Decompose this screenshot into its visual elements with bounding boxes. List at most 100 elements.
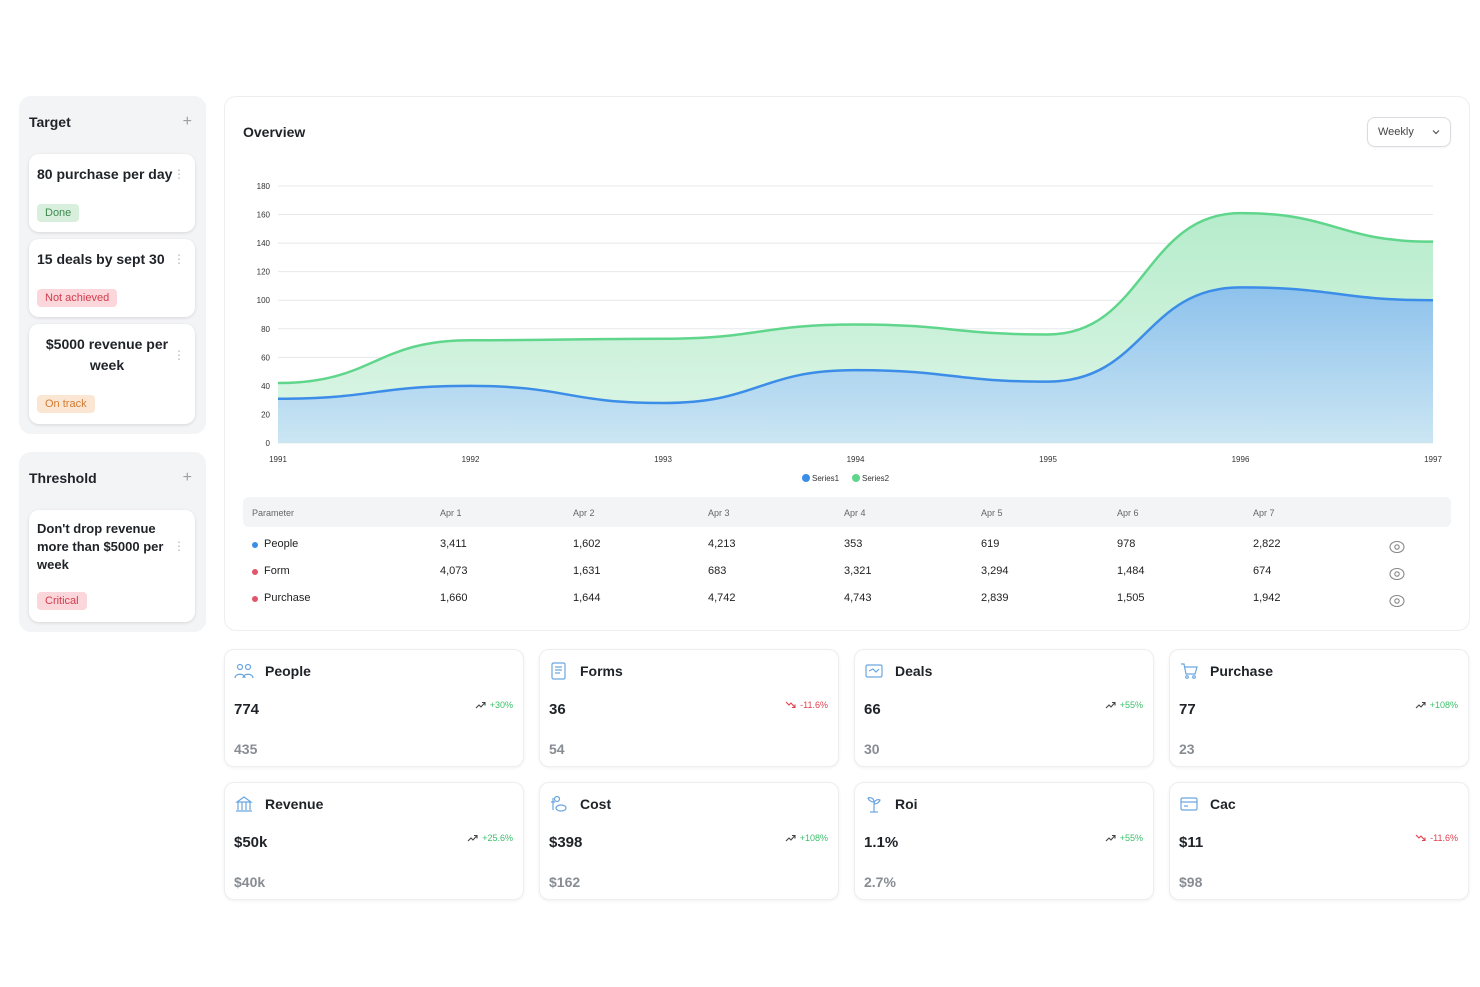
y-tick-label: 100: [257, 296, 271, 305]
x-tick-label: 1992: [462, 455, 480, 464]
more-options-icon[interactable]: ⋮: [173, 252, 185, 266]
column-header: Apr 4: [844, 508, 866, 518]
deals-icon: [865, 664, 883, 678]
kpi-change-value: -11.6%: [1430, 833, 1458, 843]
trend-up-icon: [1105, 701, 1116, 709]
y-tick-label: 0: [266, 439, 271, 448]
trend-up-icon: [1105, 834, 1116, 842]
kpi-change-value: +25.6%: [482, 833, 513, 843]
kpi-change: +108%: [785, 833, 828, 843]
kpi-change-value: -11.6%: [800, 700, 828, 710]
x-tick-label: 1996: [1232, 455, 1250, 464]
target-card[interactable]: $5000 revenue per week ⋮ On track: [29, 324, 195, 424]
kpi-change: +108%: [1415, 700, 1458, 710]
kpi-title: Purchase: [1210, 663, 1274, 679]
y-tick-label: 140: [257, 239, 271, 248]
x-tick-label: 1997: [1424, 455, 1442, 464]
kpi-card-cac[interactable]: Cac $11 $98 -11.6%: [1169, 782, 1469, 900]
kpi-card-revenue[interactable]: Revenue $50k $40k +25.6%: [224, 782, 524, 900]
kpi-value: $398: [549, 834, 583, 851]
kpi-change: +25.6%: [467, 833, 513, 843]
table-cell: 674: [1253, 565, 1272, 577]
kpi-card-roi[interactable]: Roi 1.1% 2.7% +55%: [854, 782, 1154, 900]
more-options-icon[interactable]: ⋮: [173, 539, 185, 553]
series-line-series2: [277, 211, 1434, 385]
row-parameter: Purchase: [264, 592, 311, 604]
table-cell: 619: [981, 538, 1000, 550]
y-tick-label: 40: [261, 382, 270, 391]
kpi-value: $50k: [234, 834, 268, 851]
kpi-change-value: +55%: [1119, 833, 1143, 843]
more-options-icon[interactable]: ⋮: [173, 167, 185, 181]
x-tick-label: 1994: [847, 455, 865, 464]
chevron-down-icon: [1432, 130, 1440, 135]
kpi-value: 66: [864, 701, 881, 718]
kpi-previous-value: $98: [1179, 874, 1203, 890]
y-tick-label: 80: [261, 325, 270, 334]
column-header: Apr 1: [440, 508, 462, 518]
column-header: Apr 6: [1117, 508, 1139, 518]
column-header: Apr 7: [1253, 508, 1275, 518]
kpi-card-purchase[interactable]: Purchase 77 23 +108%: [1169, 649, 1469, 767]
chart-series: [277, 211, 1434, 443]
series-area-series1: [278, 287, 1433, 443]
kpi-value: 1.1%: [864, 834, 899, 851]
more-options-icon[interactable]: ⋮: [173, 348, 185, 362]
kpi-card-people[interactable]: People 774 435 +30%: [224, 649, 524, 767]
status-badge: Not achieved: [37, 289, 118, 307]
target-card-title: $5000 revenue per week: [45, 336, 169, 373]
trend-up-icon: [785, 834, 796, 842]
add-threshold-button[interactable]: +: [182, 469, 192, 486]
series-line-series1: [277, 286, 1434, 405]
eye-icon[interactable]: [1389, 539, 1405, 555]
target-card[interactable]: 15 deals by sept 30 ⋮ Not achieved: [29, 239, 195, 317]
target-card-title: 80 purchase per day: [37, 166, 173, 182]
threshold-panel: Threshold + Don't drop revenue more than…: [19, 452, 206, 632]
chart-legend: Series1 Series2: [802, 474, 890, 483]
row-color-dot: [252, 542, 258, 548]
kpi-value: 77: [1179, 701, 1196, 718]
cac-icon: [1180, 797, 1198, 811]
kpi-change: -11.6%: [785, 700, 828, 710]
x-axis-ticks: 1991 1992 1993 1994 1995 1996 1997: [269, 455, 1442, 464]
kpi-previous-value: 435: [234, 741, 258, 757]
target-panel: Target + 80 purchase per day ⋮ Done 15 d…: [19, 96, 206, 434]
table-cell: 1,631: [573, 565, 601, 577]
period-dropdown[interactable]: Weekly: [1367, 117, 1451, 147]
kpi-card-forms[interactable]: Forms 36 54 -11.6%: [539, 649, 839, 767]
table-cell: 683: [708, 565, 727, 577]
legend-swatch: [802, 474, 810, 482]
overview-panel: Overview Weekly 0 20 40 60 80 100 120 140 160 180…: [224, 96, 1470, 631]
revenue-icon: [235, 796, 253, 812]
legend-label[interactable]: Series2: [862, 474, 890, 483]
kpi-previous-value: $162: [549, 874, 581, 890]
table-cell: 4,743: [844, 592, 872, 604]
threshold-header: Threshold +: [29, 468, 192, 488]
threshold-card-title: Don't drop revenue more than $5000 per w…: [37, 521, 164, 572]
kpi-previous-value: $40k: [234, 874, 266, 890]
kpi-card-cost[interactable]: Cost $398 $162 +108%: [539, 782, 839, 900]
forms-icon: [551, 662, 566, 680]
kpi-card-deals[interactable]: Deals 66 30 +55%: [854, 649, 1154, 767]
table-cell: 4,742: [708, 592, 736, 604]
legend-swatch: [852, 474, 860, 482]
eye-icon[interactable]: [1389, 566, 1405, 582]
y-tick-label: 20: [261, 410, 270, 419]
table-header: Parameter Apr 1 Apr 2 Apr 3 Apr 4 Apr 5 Apr 6 A…: [243, 497, 1451, 527]
target-card[interactable]: 80 purchase per day ⋮ Done: [29, 154, 195, 232]
kpi-change-value: +108%: [799, 833, 828, 843]
threshold-card[interactable]: Don't drop revenue more than $5000 per w…: [29, 510, 195, 622]
add-target-button[interactable]: +: [182, 113, 192, 130]
eye-icon[interactable]: [1389, 593, 1405, 609]
kpi-change-value: +108%: [1429, 700, 1458, 710]
y-tick-label: 120: [257, 268, 271, 277]
legend-label[interactable]: Series1: [812, 474, 840, 483]
table-cell: 1,484: [1117, 565, 1145, 577]
table-cell: 4,213: [708, 538, 736, 550]
kpi-change: +55%: [1105, 700, 1143, 710]
target-title: Target: [29, 114, 71, 130]
x-tick-label: 1995: [1039, 455, 1057, 464]
column-header: Apr 3: [708, 508, 730, 518]
people-icon: [234, 663, 254, 679]
kpi-value: 36: [549, 701, 566, 718]
